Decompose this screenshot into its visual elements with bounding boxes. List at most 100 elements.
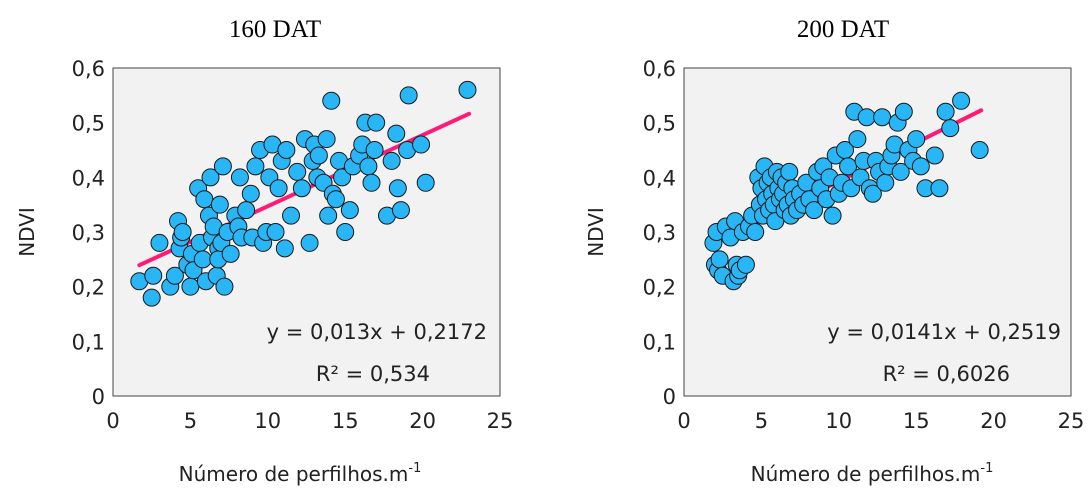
data-point [317, 130, 336, 149]
data-point [275, 239, 294, 258]
data-point [237, 201, 256, 220]
data-point [805, 201, 824, 220]
plot-frame [683, 67, 1072, 397]
y-tick-label: 0,6 [643, 57, 676, 81]
data-point [391, 201, 410, 220]
x-tick-label: 0 [106, 409, 119, 433]
data-point [857, 108, 876, 127]
data-point [221, 244, 240, 263]
data-point [970, 141, 989, 159]
data-point [365, 141, 384, 159]
data-point [848, 130, 867, 149]
data-point [336, 223, 355, 241]
data-point [201, 168, 220, 187]
data-point [292, 179, 311, 198]
x-axis-label: Número de perfilhos.m-1 [751, 461, 994, 486]
data-point [416, 173, 435, 192]
data-point [215, 277, 234, 296]
y-tick-label: 0,1 [643, 330, 676, 354]
y-tick-labels: 0 0,1 0,2 0,3 0,4 0,5 0,6 [643, 57, 676, 409]
x-tick-label: 10 [254, 409, 281, 433]
r-squared-label: R² = 0,534 [316, 362, 430, 386]
x-axis-label-superscript: -1 [980, 461, 993, 476]
data-point [710, 250, 729, 269]
regression-equation: y = 0,013x + 0,2172 [267, 320, 487, 344]
data-point [309, 146, 328, 165]
y-tick-label: 0 [663, 385, 676, 409]
data-point [458, 80, 477, 99]
data-points [704, 91, 989, 291]
data-point [359, 157, 378, 176]
data-point [780, 162, 799, 181]
data-point [925, 146, 944, 165]
y-axis-label: NDVI [15, 207, 39, 257]
y-tick-label: 0,5 [72, 112, 105, 136]
data-point [736, 255, 755, 274]
x-tick-label: 25 [1058, 409, 1085, 433]
x-axis-label-superscript: -1 [408, 461, 421, 476]
data-point [246, 157, 265, 176]
y-axis-label: NDVI [584, 207, 608, 257]
data-point [213, 157, 232, 176]
data-point [288, 162, 307, 181]
data-point [150, 233, 169, 252]
chart-panel-200-dat: 200 DAT 0 0,1 0,2 0,3 0,4 0,5 0,6 0 5 10 15 20 25 N… [584, 16, 1084, 486]
data-point [195, 190, 214, 209]
data-point [241, 184, 260, 203]
data-point [863, 184, 882, 203]
y-tick-label: 0,6 [72, 57, 105, 81]
data-point [399, 86, 418, 105]
x-tick-label: 10 [825, 409, 852, 433]
y-tick-label: 0,4 [72, 166, 105, 190]
plot-frame [112, 67, 501, 397]
data-point [269, 179, 288, 198]
data-point [340, 201, 359, 220]
data-point [936, 102, 955, 121]
data-point [367, 113, 386, 132]
data-point [894, 102, 913, 121]
data-point [746, 223, 765, 241]
data-point [165, 266, 184, 285]
panel-title: 160 DAT [229, 16, 321, 43]
data-point [142, 288, 161, 307]
y-tick-labels: 0 0,1 0,2 0,3 0,4 0,5 0,6 [72, 57, 105, 409]
data-point [210, 195, 229, 214]
regression-equation: y = 0,0141x + 0,2519 [827, 320, 1061, 344]
x-tick-label: 15 [903, 409, 930, 433]
data-point [300, 233, 319, 252]
panel-title: 200 DAT [797, 16, 889, 43]
chart-panel-160-dat: 160 DAT 0 0,1 0,2 0,3 0,4 0,5 0,6 0 5 10 15 20 25 N… [15, 16, 513, 486]
x-tick-labels: 0 5 10 15 20 25 [677, 409, 1084, 433]
data-point [266, 223, 285, 241]
data-point [911, 157, 930, 176]
data-point [876, 173, 895, 192]
data-point [823, 206, 842, 225]
y-tick-label: 0,3 [643, 221, 676, 245]
x-tick-label: 25 [487, 409, 514, 433]
data-points [130, 80, 477, 307]
data-point [193, 250, 212, 269]
y-tick-label: 0 [92, 385, 105, 409]
plot-area [113, 68, 500, 396]
data-point [333, 168, 352, 187]
x-axis-label-main: Número de perfilhos.m [751, 462, 981, 486]
data-point [322, 91, 341, 110]
x-tick-label: 20 [409, 409, 436, 433]
data-point [382, 151, 401, 170]
data-point [952, 91, 971, 110]
data-point [930, 179, 949, 198]
x-axis-label: Número de perfilhos.m-1 [179, 461, 422, 486]
y-tick-label: 0,2 [72, 276, 105, 300]
data-point [412, 135, 431, 154]
y-tick-label: 0,3 [72, 221, 105, 245]
data-point [907, 130, 926, 149]
data-point [181, 277, 200, 296]
data-point [891, 162, 910, 181]
x-tick-label: 5 [755, 409, 768, 433]
data-point [326, 190, 345, 209]
data-point [362, 173, 381, 192]
data-point [277, 141, 296, 159]
y-tick-label: 0,2 [643, 276, 676, 300]
x-tick-label: 15 [332, 409, 359, 433]
data-point [230, 168, 249, 187]
